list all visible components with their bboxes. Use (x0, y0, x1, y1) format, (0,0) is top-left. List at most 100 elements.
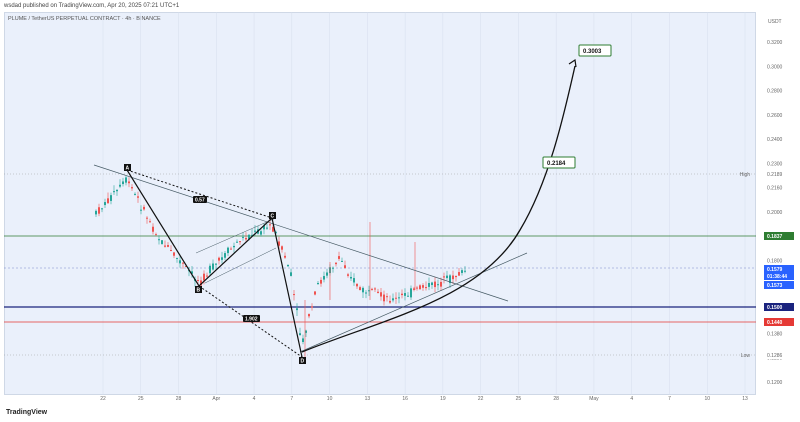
time-tick-label: 4 (253, 396, 256, 402)
candle-body (110, 195, 112, 201)
candle-body (260, 231, 262, 235)
candle-body (155, 234, 157, 236)
time-tick-label: 10 (704, 396, 710, 402)
point-a-box (124, 164, 131, 171)
candle-body (149, 221, 151, 223)
candle-body (278, 241, 280, 246)
candle-body (314, 291, 316, 295)
candle-body (338, 256, 340, 259)
candle-body (299, 333, 301, 336)
target-1-label: 0.2184 (547, 161, 566, 167)
candle-body (308, 314, 310, 317)
time-tick-label: 22 (478, 396, 484, 402)
candle-body (215, 263, 217, 265)
current-badge-box (764, 265, 794, 280)
candle-body (95, 210, 97, 215)
candle-body (374, 288, 376, 290)
time-tick-label: 4 (630, 396, 633, 402)
price-tick-label: 0.1200 (767, 380, 783, 386)
time-tick-label: 25 (516, 396, 522, 402)
candle-body (239, 241, 241, 243)
candle-body (317, 282, 319, 285)
point-d-box (299, 357, 306, 364)
low-badge-box (764, 351, 794, 359)
time-tick-label: 22 (100, 396, 106, 402)
candle-body (389, 300, 391, 303)
candle-body (113, 191, 115, 193)
projection-arrow (568, 58, 577, 68)
candle-body (122, 181, 124, 185)
candle-body (401, 293, 403, 296)
candle-body (293, 294, 295, 296)
projection-curve (301, 65, 576, 353)
candle-body (392, 298, 394, 301)
candle-body (245, 237, 247, 240)
candle-body (335, 262, 337, 265)
candle-body (224, 253, 226, 258)
candle-body (125, 177, 127, 183)
price-tick-label: 0.2800 (767, 89, 783, 95)
point-d-label: D (301, 359, 305, 365)
candle-body (176, 257, 178, 259)
candle-body (263, 225, 265, 230)
candle-body (116, 189, 118, 192)
tradingview-logo[interactable]: TradingView (6, 409, 47, 416)
price-tick-label: 0.2000 (767, 210, 783, 216)
candle-body (305, 330, 307, 333)
candle-body (464, 270, 466, 272)
descending-trendline (93, 164, 509, 302)
candle-body (455, 275, 457, 278)
candle-body (191, 271, 193, 274)
channel-lower (204, 247, 277, 284)
candle-body (311, 306, 313, 308)
low-badge-label: Low (741, 353, 751, 359)
red-badge-box (764, 318, 794, 326)
candle-body (242, 236, 244, 238)
price-tick-label: 0.2160 (767, 186, 783, 192)
candle-body (320, 279, 322, 284)
high-badge-box (764, 170, 794, 178)
candle-body (431, 282, 433, 286)
candle-body (359, 287, 361, 291)
candle-body (428, 283, 430, 287)
point-c-box (269, 212, 276, 219)
candle-body (356, 283, 358, 287)
current-low-badge-box (764, 281, 794, 289)
time-tick-label: May (589, 396, 599, 402)
candle-body (449, 275, 451, 284)
green-badge-value: 0.1837 (767, 234, 783, 240)
candle-body (101, 208, 103, 210)
candle-body (206, 275, 208, 277)
time-tick-label: 13 (742, 396, 748, 402)
candle-body (290, 272, 292, 276)
candle-body (440, 281, 442, 287)
candle-body (197, 279, 199, 281)
candle-body (182, 262, 184, 264)
candle-body (203, 273, 205, 281)
candle-body (368, 290, 370, 292)
candle-body (416, 287, 418, 289)
candle-body (254, 230, 256, 232)
candle-body (173, 252, 175, 256)
price-ticks: 0.3200 0.3000 0.2800 0.2600 0.2400 0.2300 0.21… (767, 40, 783, 386)
fib-label-box-1 (193, 196, 207, 203)
candle-body (458, 272, 460, 276)
candle-body (167, 245, 169, 247)
fib-label-box-2 (243, 315, 260, 322)
tradingview-logo-text: TradingView (6, 409, 48, 416)
candle-body (128, 181, 130, 184)
candle-body (461, 270, 463, 273)
blue-badge-box (764, 303, 794, 311)
candle-body (119, 184, 121, 187)
candle-body (164, 245, 166, 247)
currency-label: USDT (768, 19, 782, 25)
price-tick-label: 0.2600 (767, 113, 783, 119)
plot-area[interactable] (4, 12, 756, 395)
price-tick-label: 0.3000 (767, 64, 783, 70)
candle-body (284, 255, 286, 258)
candle-body (275, 232, 277, 234)
candle-body (221, 257, 223, 260)
candle-body (185, 265, 187, 267)
candle-body (212, 263, 214, 270)
